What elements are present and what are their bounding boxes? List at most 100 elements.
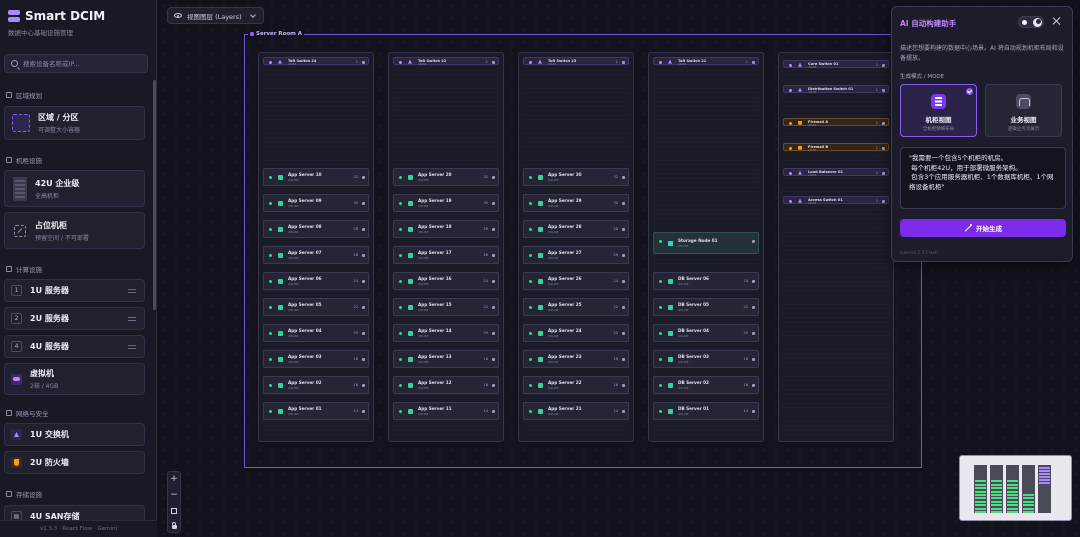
menu-icon[interactable] [752,240,755,243]
server-device[interactable]: DB Server 04 ONLINE 20 [653,324,759,342]
menu-icon[interactable] [752,384,755,387]
menu-icon[interactable] [752,306,755,309]
network-device[interactable]: Distribution Switch 01 ONLINE 1 [783,85,889,94]
rack[interactable]: ToR Switch 23 ONLINE 1 App Server 30 ONLINE 3… [518,52,634,442]
menu-icon[interactable] [622,306,625,309]
menu-icon[interactable] [362,202,365,205]
menu-icon[interactable] [882,171,885,175]
server-device[interactable]: App Server 18 ONLINE 28 [393,220,499,238]
network-device[interactable]: Core Switch 01 ONLINE 1 [783,60,889,69]
menu-icon[interactable] [362,228,365,231]
zoom-in-button[interactable]: + [170,474,178,485]
menu-icon[interactable] [622,60,625,64]
menu-icon[interactable] [362,280,365,283]
network-device[interactable]: ToR Switch 22 ONLINE 1 [393,57,499,66]
menu-icon[interactable] [882,63,885,67]
menu-icon[interactable] [362,384,365,387]
device-search[interactable] [4,54,148,73]
palette-server-4u[interactable]: 4 4U 服务器 [4,335,145,358]
palette-server-1u[interactable]: 1 1U 服务器 [4,279,145,302]
mode-business-view[interactable]: 业务视图 逻辑业务流展示 [985,84,1062,137]
menu-icon[interactable] [492,358,495,361]
server-device[interactable]: App Server 08 ONLINE 28 [263,220,369,238]
menu-icon[interactable] [362,176,365,179]
server-device[interactable]: App Server 17 ONLINE 26 [393,246,499,264]
palette-server-2u[interactable]: 2 2U 服务器 [4,307,145,330]
close-icon[interactable] [1052,16,1062,26]
server-device[interactable]: App Server 01 ONLINE 14 [263,402,369,420]
palette-firewall-2u[interactable]: 2U 防火墙 [4,451,145,474]
server-device[interactable]: App Server 24 ONLINE 20 [523,324,629,342]
menu-icon[interactable] [362,306,365,309]
server-device[interactable]: App Server 26 ONLINE 24 [523,272,629,290]
menu-icon[interactable] [752,332,755,335]
menu-icon[interactable] [622,228,625,231]
menu-icon[interactable] [492,280,495,283]
server-device[interactable]: App Server 25 ONLINE 22 [523,298,629,316]
palette-vm[interactable]: 虚拟机 2核 / 4GB [4,363,145,395]
network-device[interactable]: ToR Switch 24 ONLINE 1 [263,57,369,66]
menu-icon[interactable] [622,358,625,361]
menu-icon[interactable] [622,202,625,205]
menu-icon[interactable] [752,410,755,413]
server-device[interactable]: App Server 05 ONLINE 22 [263,298,369,316]
server-device[interactable]: DB Server 03 ONLINE 18 [653,350,759,368]
menu-icon[interactable] [622,254,625,257]
sidebar-scrollbar[interactable] [153,80,156,310]
search-input[interactable] [23,59,143,68]
rack[interactable]: Core Switch 01 ONLINE 1 Distribution Switch… [778,52,894,442]
server-device[interactable]: App Server 21 ONLINE 14 [523,402,629,420]
server-device[interactable]: App Server 14 ONLINE 20 [393,324,499,342]
menu-icon[interactable] [362,410,365,413]
network-device[interactable]: Firewall A ONLINE 1 [783,118,889,127]
server-device[interactable]: App Server 10 ONLINE 32 [263,168,369,186]
storage-device[interactable]: Storage Node 01 ONLINE [653,232,759,254]
server-device[interactable]: App Server 13 ONLINE 18 [393,350,499,368]
menu-icon[interactable] [362,358,365,361]
server-device[interactable]: App Server 11 ONLINE 14 [393,402,499,420]
palette-switch-1u[interactable]: 1U 交换机 [4,423,145,446]
menu-icon[interactable] [362,332,365,335]
network-device[interactable]: Access Switch 01 ONLINE 1 [783,196,889,205]
palette-rack-42u[interactable]: 42U 企业级 全高机柜 [4,170,145,207]
minimap[interactable] [959,455,1072,521]
menu-icon[interactable] [622,384,625,387]
menu-icon[interactable] [622,332,625,335]
menu-icon[interactable] [622,176,625,179]
menu-icon[interactable] [492,228,495,231]
generate-button[interactable]: 开始生成 [900,219,1066,237]
server-device[interactable]: App Server 27 ONLINE 26 [523,246,629,264]
server-device[interactable]: DB Server 06 ONLINE 24 [653,272,759,290]
server-device[interactable]: App Server 07 ONLINE 26 [263,246,369,264]
server-device[interactable]: DB Server 02 ONLINE 16 [653,376,759,394]
server-device[interactable]: App Server 12 ONLINE 16 [393,376,499,394]
menu-icon[interactable] [622,280,625,283]
mode-rack-view[interactable]: 机柜视图 全机柜精细布局 [900,84,977,137]
menu-icon[interactable] [492,60,495,64]
menu-icon[interactable] [492,202,495,205]
server-device[interactable]: App Server 09 ONLINE 30 [263,194,369,212]
server-device[interactable]: App Server 28 ONLINE 28 [523,220,629,238]
menu-icon[interactable] [362,254,365,257]
server-device[interactable]: App Server 06 ONLINE 24 [263,272,369,290]
menu-icon[interactable] [492,254,495,257]
menu-icon[interactable] [752,358,755,361]
menu-icon[interactable] [622,410,625,413]
menu-icon[interactable] [492,410,495,413]
rack[interactable]: ToR Switch 21 ONLINE 1 Storage Node 01 ONLIN… [648,52,764,442]
server-device[interactable]: App Server 04 ONLINE 20 [263,324,369,342]
menu-icon[interactable] [752,280,755,283]
menu-icon[interactable] [492,176,495,179]
menu-icon[interactable] [882,88,885,92]
layers-dropdown[interactable]: 视图图层 (Layers) [167,7,264,24]
server-device[interactable]: App Server 03 ONLINE 18 [263,350,369,368]
rack[interactable]: ToR Switch 22 ONLINE 1 App Server 20 ONLINE 3… [388,52,504,442]
menu-icon[interactable] [882,199,885,203]
menu-icon[interactable] [882,121,885,125]
palette-zone[interactable]: 区域 / 分区 可调整大小容器 [4,106,145,140]
menu-icon[interactable] [882,146,885,150]
menu-icon[interactable] [492,384,495,387]
menu-icon[interactable] [752,60,755,64]
menu-icon[interactable] [362,60,365,64]
palette-placeholder-rack[interactable]: 占位机柜 预留空间 / 不可部署 [4,212,145,249]
